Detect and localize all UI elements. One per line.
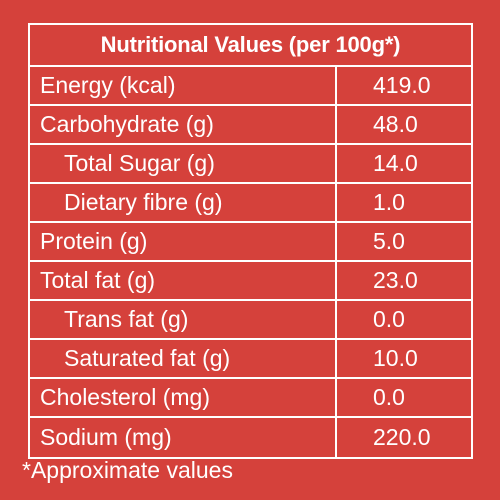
row-value: 14.0 bbox=[373, 150, 418, 176]
row-value: 220.0 bbox=[373, 424, 431, 450]
table-row-carbohydrate: Carbohydrate (g) 48.0 bbox=[30, 106, 471, 145]
row-value: 0.0 bbox=[373, 306, 405, 332]
row-value: 5.0 bbox=[373, 228, 405, 254]
table-row-total-sugar: Total Sugar (g) 14.0 bbox=[30, 145, 471, 184]
table-title: Nutritional Values (per 100g*) bbox=[30, 25, 471, 67]
row-label: Sodium (mg) bbox=[30, 418, 337, 457]
row-label: Energy (kcal) bbox=[30, 67, 337, 104]
table-row-sodium: Sodium (mg) 220.0 bbox=[30, 418, 471, 457]
table-row-energy: Energy (kcal) 419.0 bbox=[30, 67, 471, 106]
row-value: 1.0 bbox=[373, 189, 405, 215]
row-label: Total Sugar (g) bbox=[30, 145, 337, 182]
table-row-total-fat: Total fat (g) 23.0 bbox=[30, 262, 471, 301]
row-label: Saturated fat (g) bbox=[30, 340, 337, 377]
table-row-saturated-fat: Saturated fat (g) 10.0 bbox=[30, 340, 471, 379]
row-value: 48.0 bbox=[373, 111, 418, 137]
footnote: *Approximate values bbox=[22, 457, 233, 483]
row-label: Dietary fibre (g) bbox=[30, 184, 337, 221]
row-label: Total fat (g) bbox=[30, 262, 337, 299]
row-label: Trans fat (g) bbox=[30, 301, 337, 338]
row-value: 0.0 bbox=[373, 384, 405, 410]
row-label: Protein (g) bbox=[30, 223, 337, 260]
nutrition-table: Nutritional Values (per 100g*) Energy (k… bbox=[28, 23, 473, 459]
row-value: 10.0 bbox=[373, 345, 418, 371]
row-value: 23.0 bbox=[373, 267, 418, 293]
table-row-dietary-fibre: Dietary fibre (g) 1.0 bbox=[30, 184, 471, 223]
table-row-cholesterol: Cholesterol (mg) 0.0 bbox=[30, 379, 471, 418]
row-value: 419.0 bbox=[373, 72, 431, 98]
row-label: Cholesterol (mg) bbox=[30, 379, 337, 416]
table-row-protein: Protein (g) 5.0 bbox=[30, 223, 471, 262]
table-row-trans-fat: Trans fat (g) 0.0 bbox=[30, 301, 471, 340]
row-label: Carbohydrate (g) bbox=[30, 106, 337, 143]
